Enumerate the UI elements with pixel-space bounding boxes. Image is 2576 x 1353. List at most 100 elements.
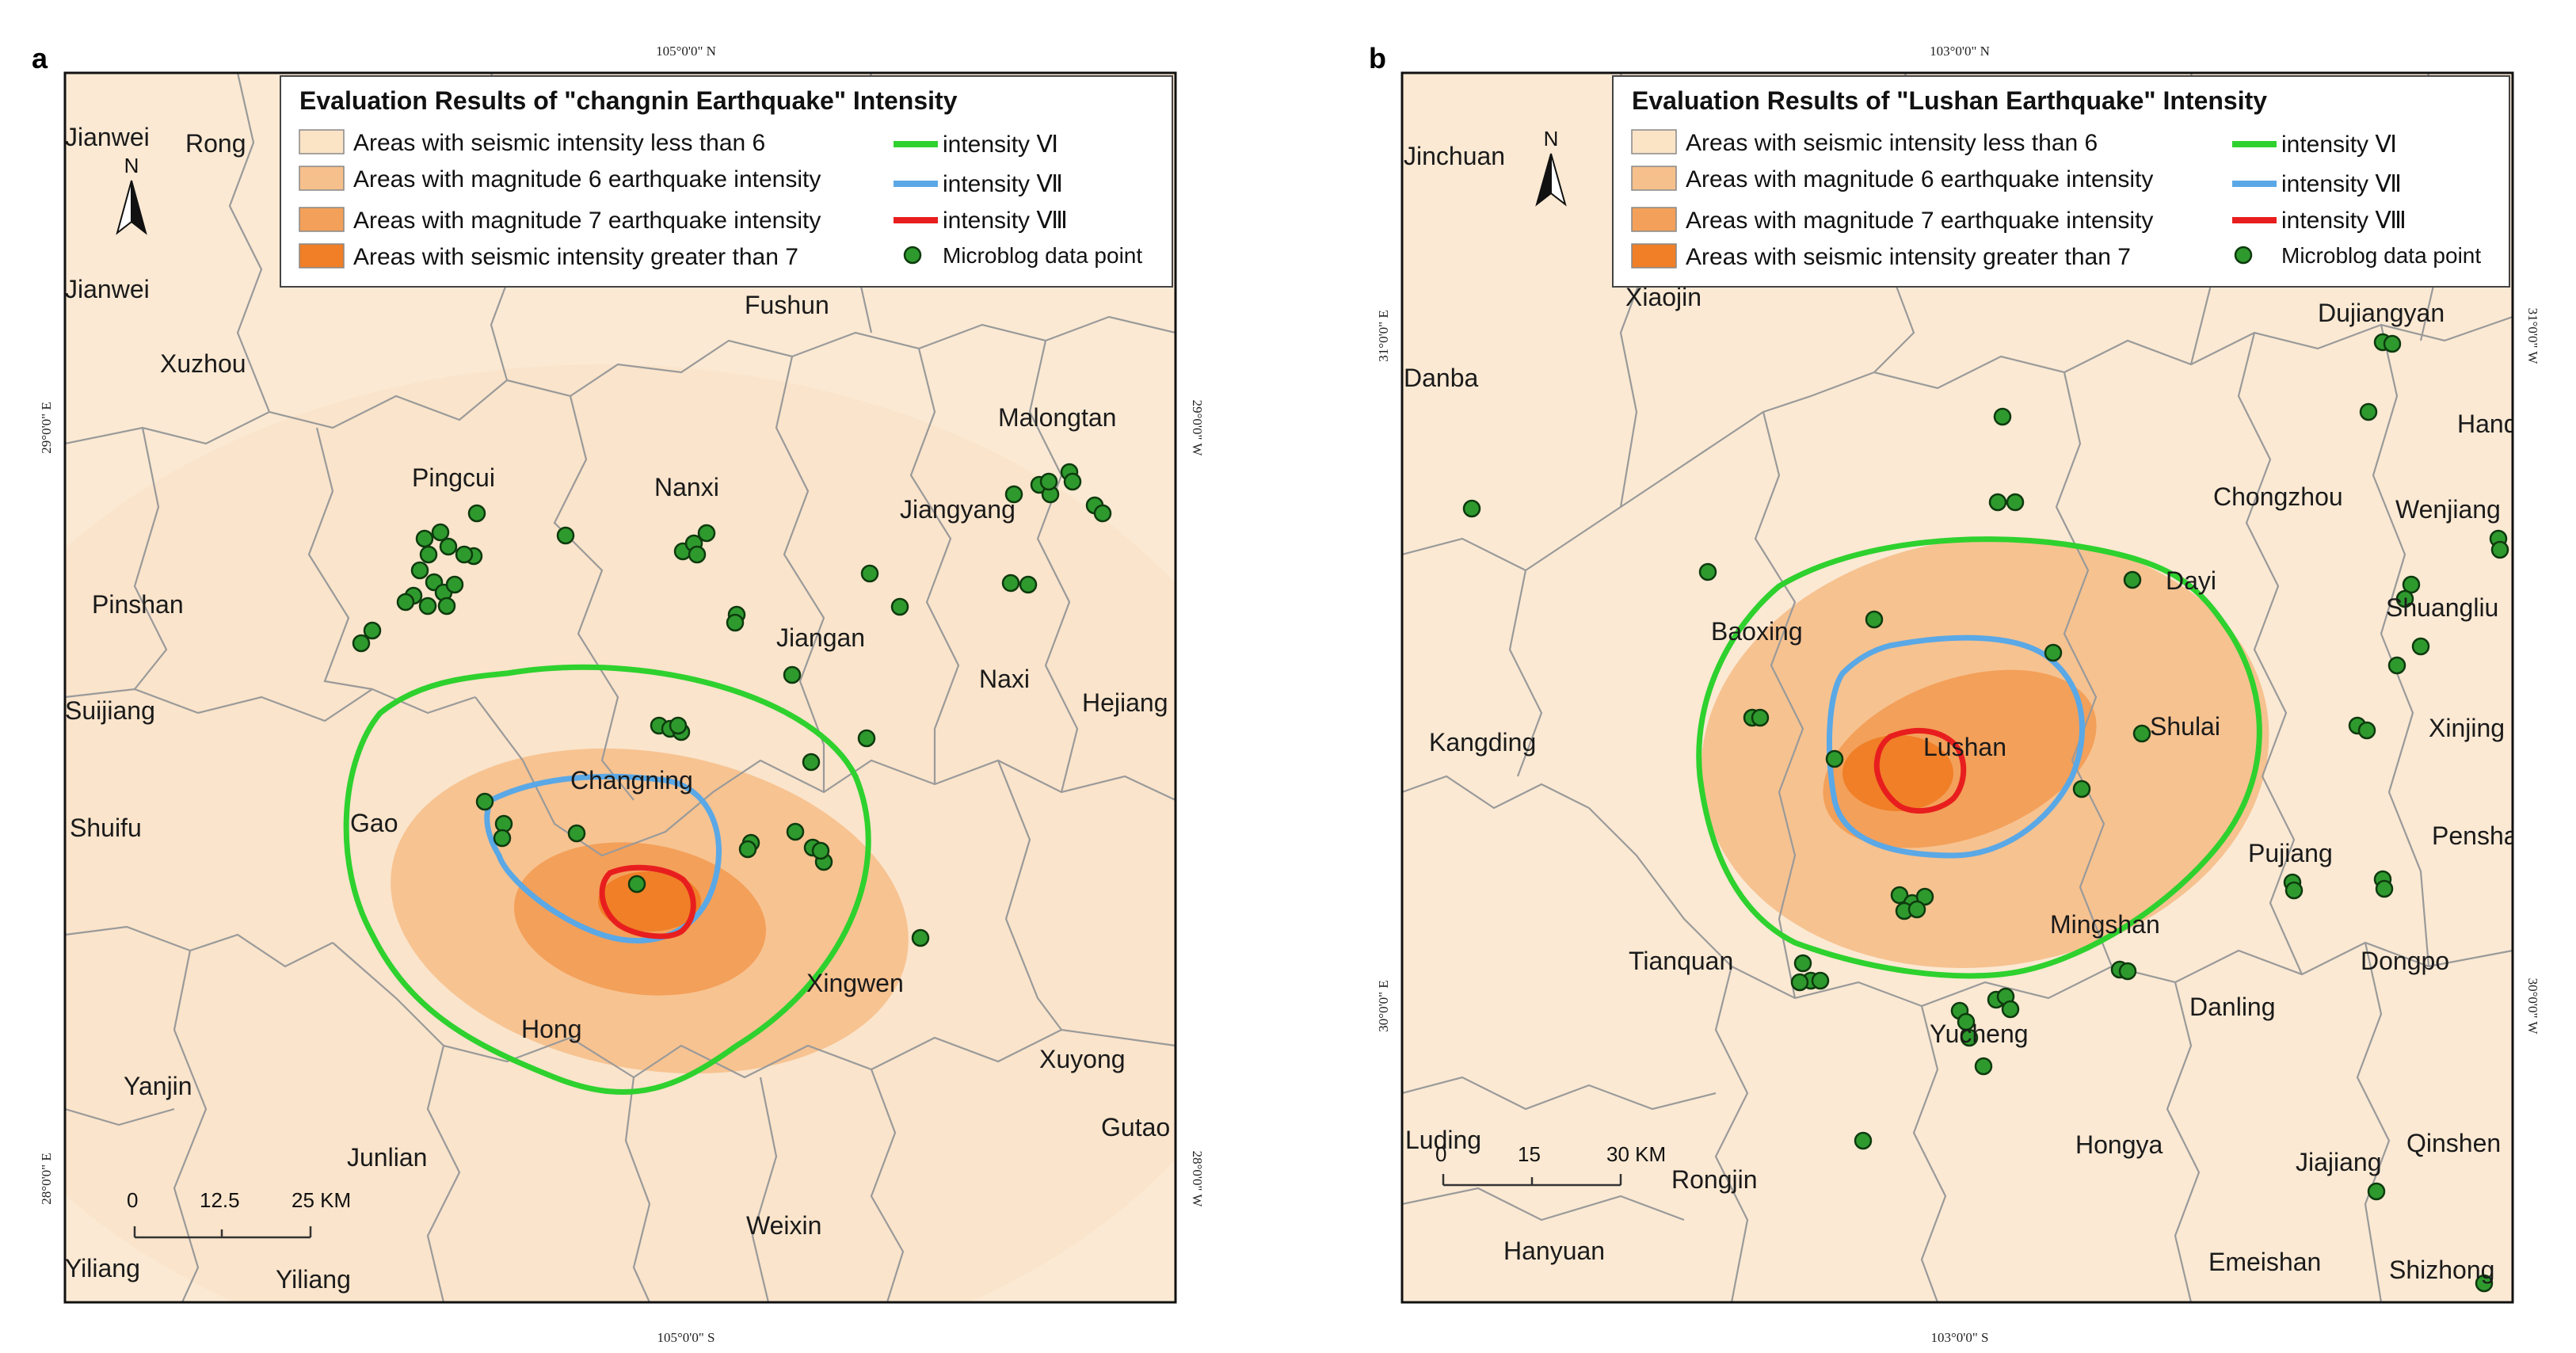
- place-label: Jinchuan: [1404, 142, 1505, 170]
- legend-swatch-gt7: [299, 243, 345, 269]
- legend-swatch-7: [1631, 207, 1677, 232]
- legend-swatch-6: [299, 166, 345, 191]
- legend-box: [280, 75, 1173, 288]
- legend-title: Evaluation Results of "Lushan Earthquake…: [1632, 86, 2267, 115]
- place-label: Wenjiang: [2395, 495, 2501, 524]
- coord-top-b: 103°0'0" N: [1930, 44, 1990, 59]
- legend-line-label: intensity Ⅷ: [2281, 208, 2406, 234]
- place-label: Rong: [185, 129, 246, 158]
- place-label: Shizhong: [2389, 1256, 2494, 1284]
- legend-line-label: intensity Ⅶ: [943, 171, 1063, 197]
- place-label: Hongya: [2075, 1130, 2163, 1159]
- legend-line-label: intensity Ⅵ: [2281, 131, 2397, 158]
- place-label: Xuyong: [1039, 1045, 1126, 1073]
- scale-bar: 0 15 30 KM: [1435, 1142, 1666, 1187]
- north-arrow-icon: N: [116, 154, 147, 235]
- microblog-points-a: [352, 463, 1112, 947]
- legend-a: Evaluation Results of "changnin Earthqua…: [280, 75, 1173, 288]
- scale-label-zero: 0: [1435, 1142, 1446, 1166]
- legend-area-label: Areas with seismic intensity greater tha…: [353, 244, 798, 270]
- coord-right-upper-a: 29°0'0" W: [1190, 400, 1205, 457]
- place-label: Jianwei: [65, 275, 150, 303]
- place-label: Shuangliu: [2386, 593, 2498, 622]
- legend-line-label: intensity Ⅶ: [2281, 171, 2402, 197]
- legend-swatch-6: [1631, 166, 1677, 191]
- area-intensity-gt7-a: [598, 871, 701, 932]
- place-label: Chongzhou: [2213, 482, 2343, 511]
- place-label: Baoxing: [1711, 617, 1803, 646]
- place-label: Tianquan: [1629, 947, 1733, 975]
- legend-area-label: Areas with seismic intensity less than 6: [353, 130, 765, 156]
- scale-label-end: 25 KM: [292, 1188, 351, 1212]
- county-boundaries-b: [1402, 73, 2513, 1302]
- legend-swatch-lt6: [299, 129, 345, 154]
- place-label: Jianwei: [65, 123, 150, 151]
- place-label: Dongpo: [2361, 947, 2449, 975]
- scale-bar: 0 12.5 25 KM: [127, 1188, 351, 1239]
- scale-label-zero: 0: [127, 1188, 138, 1212]
- place-label: Yanjin: [124, 1072, 192, 1100]
- place-label: Hejiang: [1082, 688, 1168, 717]
- coord-bottom-b: 103°0'0" S: [1930, 1330, 1988, 1345]
- place-label: Emeishan: [2208, 1248, 2321, 1276]
- coord-top-a: 105°0'0" N: [656, 44, 716, 59]
- place-label: Luding: [1405, 1126, 1481, 1154]
- isoline-intensity-7-b: [1826, 635, 2085, 859]
- place-label: Jiangyang: [900, 495, 1016, 524]
- legend-swatch-7: [299, 207, 345, 232]
- scale-label-mid: 15: [1518, 1142, 1541, 1166]
- legend-point-icon: [2234, 246, 2253, 265]
- place-label: Hanyuan: [1503, 1237, 1605, 1265]
- legend-area-label: Areas with seismic intensity less than 6: [1686, 130, 2098, 156]
- county-boundaries-a: [65, 73, 1176, 1302]
- place-label: Changning: [570, 766, 693, 795]
- legend-area-label: Areas with seismic intensity greater tha…: [1686, 244, 2131, 270]
- legend-box: [1612, 75, 2510, 288]
- place-label: Pinshan: [92, 590, 184, 619]
- north-label: N: [124, 154, 139, 177]
- isoline-intensity-8-a: [599, 864, 696, 939]
- isoline-intensity-6-a: [343, 664, 871, 1095]
- legend-line-label: intensity Ⅷ: [943, 208, 1068, 234]
- place-label: Yiliang: [65, 1254, 140, 1282]
- scale-label-mid: 12.5: [200, 1188, 240, 1212]
- place-label: Junlian: [347, 1143, 427, 1172]
- legend-area-label: Areas with magnitude 6 earthquake intens…: [1686, 166, 2153, 192]
- coord-left-upper-a: 29°0'0" E: [39, 402, 54, 453]
- legend-title: Evaluation Results of "changnin Earthqua…: [299, 86, 958, 115]
- map-panel-a: a 105°0'0" N 105°0'0" S 29°0'0" E 28°0'0…: [32, 42, 1205, 1345]
- place-label: Xinjing: [2429, 714, 2505, 742]
- isoline-intensity-6-b: [1696, 536, 2262, 979]
- coord-left-lower-a: 28°0'0" E: [39, 1153, 54, 1204]
- legend-area-label: Areas with magnitude 7 earthquake intens…: [353, 208, 821, 234]
- place-label: Shulai: [2150, 712, 2220, 741]
- legend-area-label: Areas with magnitude 7 earthquake intens…: [1686, 208, 2153, 234]
- scale-label-end: 30 KM: [1606, 1142, 1666, 1166]
- north-label: N: [1544, 127, 1559, 151]
- coord-right-upper-b: 31°0'0" W: [2525, 308, 2540, 365]
- coord-left-lower-b: 30°0'0" E: [1376, 980, 1391, 1031]
- legend-swatch-lt6: [1631, 129, 1677, 154]
- map-panel-b: b 103°0'0" N 103°0'0" S 31°0'0" E 30°0'0…: [1369, 42, 2540, 1345]
- place-label: Fushun: [745, 291, 829, 319]
- isoline-intensity-7-a: [484, 773, 722, 943]
- place-label: Yucheng: [1930, 1020, 2029, 1048]
- place-label: Mingshan: [2050, 910, 2160, 939]
- place-label: Dujiangyan: [2318, 299, 2445, 327]
- place-label: Danling: [2189, 993, 2276, 1021]
- place-label: Yiliang: [276, 1265, 351, 1294]
- panel-label-a: a: [32, 42, 48, 74]
- place-label: Weixin: [746, 1211, 821, 1240]
- microblog-points-b: [1462, 333, 2509, 1293]
- place-label: Malongtan: [998, 403, 1116, 432]
- place-label: Rongjin: [1671, 1165, 1758, 1194]
- legend-b: Evaluation Results of "Lushan Earthquake…: [1612, 75, 2510, 288]
- place-label: Penshan: [2432, 821, 2532, 850]
- place-label: Kangding: [1429, 728, 1536, 757]
- coord-right-lower-b: 30°0'0" W: [2525, 978, 2540, 1035]
- place-label: Jiajiang: [2296, 1148, 2382, 1176]
- legend-point-icon: [903, 246, 922, 265]
- coord-right-lower-a: 28°0'0" W: [1190, 1151, 1205, 1208]
- place-label: Pujiang: [2248, 839, 2333, 867]
- place-label: Naxi: [979, 665, 1030, 693]
